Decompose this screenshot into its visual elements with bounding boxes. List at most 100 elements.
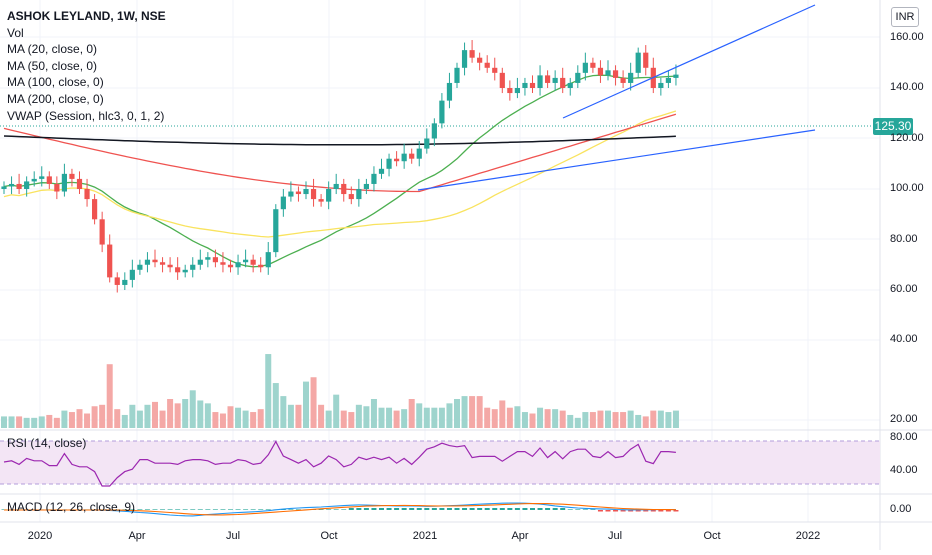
- macd-histogram-bar: [363, 508, 369, 510]
- macd-histogram-bar: [545, 508, 551, 510]
- candle-body: [333, 183, 339, 189]
- candle-body: [288, 191, 294, 197]
- x-tick-label: Jul: [607, 530, 623, 542]
- volume-bar: [363, 406, 370, 428]
- macd-histogram-bar: [665, 510, 671, 512]
- symbol-title[interactable]: ASHOK LEYLAND, 1W, NSE: [7, 9, 166, 23]
- candle-body: [190, 264, 196, 270]
- candle-body: [605, 70, 611, 76]
- candle-body: [560, 77, 566, 88]
- macd-line: [4, 502, 676, 517]
- candle-body: [167, 264, 173, 268]
- candle-body: [122, 279, 128, 285]
- candle-body: [175, 267, 181, 273]
- macd-histogram-bar: [620, 510, 626, 512]
- candle-body: [24, 181, 30, 189]
- volume-bar: [61, 410, 68, 428]
- legend-ma20[interactable]: MA (20, close, 0): [7, 42, 98, 57]
- candle-body: [107, 244, 113, 278]
- candle-body: [318, 199, 324, 202]
- candle-body: [522, 82, 528, 88]
- volume-bar: [114, 409, 121, 428]
- macd-histogram-bar: [507, 508, 513, 510]
- y-tick-label: 60.00: [890, 283, 918, 295]
- macd-histogram-bar: [386, 508, 392, 510]
- volume-bar: [665, 412, 672, 428]
- macd-histogram-bar: [650, 510, 656, 512]
- macd-histogram-bar: [409, 508, 415, 510]
- legend-vol[interactable]: Vol: [7, 25, 24, 40]
- macd-histogram-bar: [288, 509, 294, 510]
- macd-histogram-bar: [469, 508, 475, 510]
- volume-bar: [174, 403, 181, 428]
- volume-bar: [416, 403, 423, 428]
- volume-bar: [257, 409, 264, 428]
- macd-histogram-bar: [537, 508, 543, 510]
- candle-body: [69, 173, 75, 179]
- candle-body: [295, 191, 302, 195]
- legend-ma200[interactable]: MA (200, close, 0): [7, 91, 104, 106]
- macd-histogram-bar: [439, 508, 445, 510]
- macd-histogram-bar: [205, 509, 211, 510]
- candle-body: [212, 257, 218, 263]
- macd-histogram-bar: [484, 508, 490, 510]
- volume-bar: [106, 364, 113, 428]
- volume-bar: [189, 390, 196, 428]
- macd-histogram-bar: [643, 510, 649, 512]
- macd-legend[interactable]: MACD (12, 26, close, 9): [7, 500, 136, 514]
- volume-bar: [499, 400, 506, 428]
- ma100-line: [3, 113, 677, 193]
- candle-body: [514, 88, 520, 94]
- volume-bar: [431, 407, 438, 428]
- ma200-line: [3, 135, 676, 146]
- macd-histogram-bar: [613, 510, 619, 512]
- x-tick-label: 2020: [27, 530, 53, 542]
- candle-body: [16, 183, 22, 189]
- x-tick-label: Jul: [225, 530, 241, 542]
- candle-body: [477, 57, 483, 63]
- rsi-legend[interactable]: RSI (14, close): [7, 436, 87, 450]
- macd-histogram-bar: [326, 509, 332, 510]
- legend-vwap[interactable]: VWAP (Session, hlc3, 0, 1, 2): [7, 108, 165, 123]
- macd-histogram-bar: [295, 509, 301, 510]
- volume-bar: [152, 401, 158, 428]
- y-tick-label: 40.00: [890, 333, 918, 345]
- volume-bar: [393, 410, 400, 428]
- volume-bar: [461, 396, 468, 428]
- volume-bar: [333, 394, 340, 428]
- volume-bar: [642, 416, 649, 428]
- macd-histogram-bar: [356, 508, 362, 510]
- candle-body: [394, 158, 400, 162]
- volume-bar: [280, 396, 287, 428]
- candle-body: [258, 264, 264, 268]
- legend-ma100[interactable]: MA (100, close, 0): [7, 75, 104, 90]
- legend-ma50[interactable]: MA (50, close, 0): [7, 58, 98, 73]
- rsi-tick-label: 40.00: [890, 464, 918, 476]
- candle-body: [144, 259, 151, 265]
- candle-body: [401, 153, 407, 162]
- macd-histogram-bar: [582, 509, 588, 510]
- volume-bar: [597, 410, 604, 428]
- volume-bar: [514, 406, 521, 428]
- volume-bar: [325, 410, 332, 428]
- candle-body: [84, 189, 90, 200]
- volume-bar: [318, 404, 325, 428]
- macd-histogram-bar: [129, 509, 135, 510]
- volume-bar: [23, 417, 30, 428]
- x-tick-label: 2022: [795, 530, 821, 542]
- volume-bar: [582, 412, 589, 428]
- candle-body: [673, 74, 679, 78]
- volume-bar: [612, 412, 619, 428]
- macd-histogram-bar: [250, 509, 256, 510]
- macd-histogram-bar: [575, 509, 581, 510]
- currency-button[interactable]: INR: [891, 7, 919, 27]
- macd-histogram-bar: [560, 508, 566, 510]
- macd-histogram-bar: [144, 509, 150, 510]
- y-tick-label: 100.00: [890, 182, 924, 194]
- volume-bar: [99, 404, 106, 428]
- trendlines[interactable]: [417, 4, 816, 191]
- candle-body: [537, 75, 543, 88]
